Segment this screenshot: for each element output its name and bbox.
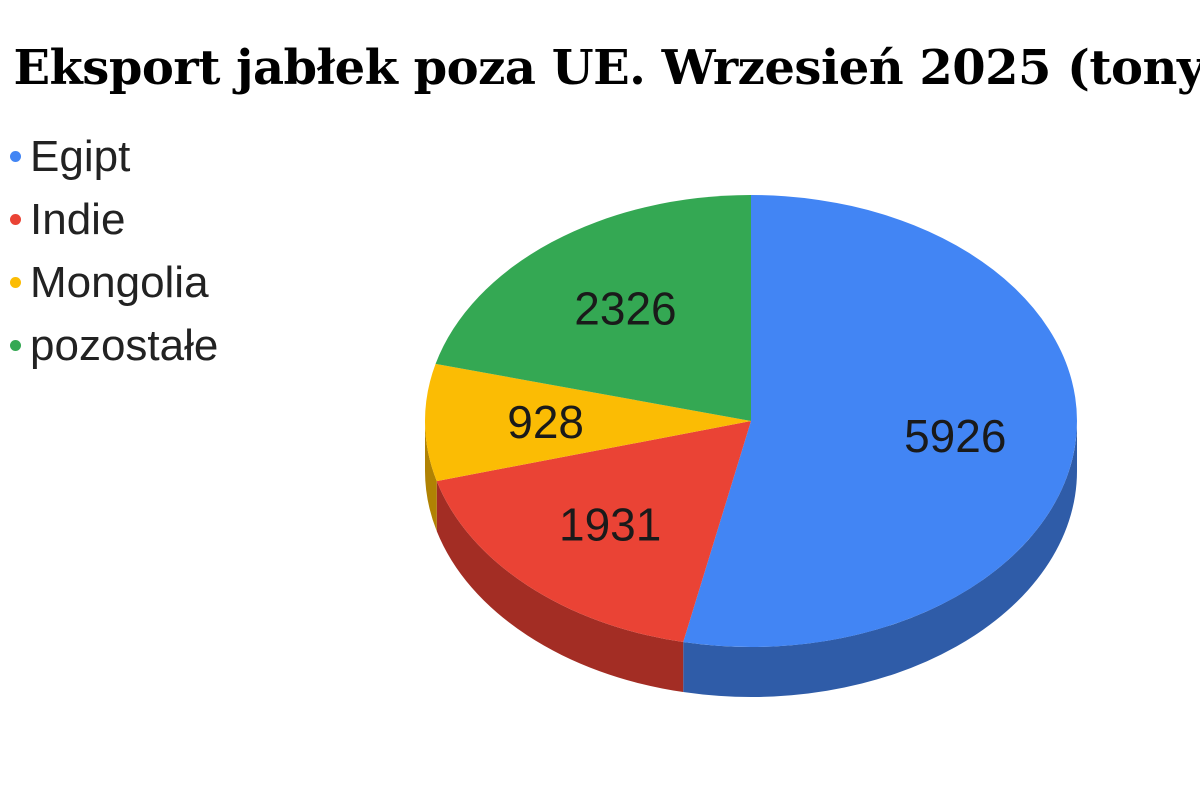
legend-label-pozostale: pozostałe — [30, 320, 219, 370]
pie-slice-egipt — [683, 195, 1077, 647]
legend-label-egipt: Egipt — [30, 131, 131, 181]
pie-sides — [425, 421, 1077, 697]
data-label-indie: 1931 — [559, 499, 661, 551]
chart-title: Eksport jabłek poza UE. Wrzesień 2025 (t… — [13, 40, 1200, 96]
legend-item-indie: Indie — [10, 188, 218, 251]
pie-slice-indie — [436, 421, 751, 643]
legend-label-indie: Indie — [30, 194, 126, 244]
pie-side-mongolia — [425, 421, 437, 532]
data-label-egipt: 5926 — [904, 410, 1006, 462]
data-label-mongolia: 928 — [507, 396, 584, 448]
legend-marker-pozostale — [10, 340, 21, 351]
legend-item-egipt: Egipt — [10, 125, 218, 188]
pie-slice-pozosta-e — [435, 195, 751, 421]
legend-label-mongolia: Mongolia — [30, 257, 209, 307]
pie-side-indie — [436, 481, 684, 693]
pie-data-labels: 5926 1931 928 2326 — [507, 282, 1006, 550]
legend-marker-indie — [10, 214, 21, 225]
pie-side-egipt — [683, 421, 1077, 697]
pie-slices — [424, 195, 1077, 647]
legend-item-pozostale: pozostałe — [10, 314, 218, 377]
legend-marker-egipt — [10, 151, 21, 162]
pie-slice-mongolia — [424, 363, 751, 482]
legend-marker-mongolia — [10, 277, 21, 288]
legend: Egipt Indie Mongolia pozostałe — [10, 125, 218, 377]
data-label-pozosta-e: 2326 — [574, 282, 676, 334]
legend-item-mongolia: Mongolia — [10, 251, 218, 314]
